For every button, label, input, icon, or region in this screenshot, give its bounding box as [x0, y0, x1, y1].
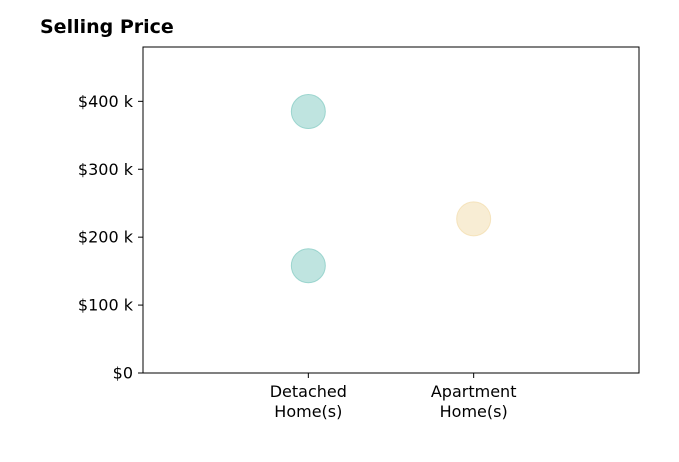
x-tick-label-line: Home(s): [274, 402, 342, 421]
y-tick-label: $300 k: [78, 160, 134, 179]
x-tick-label: Apartment Home(s): [431, 382, 517, 421]
y-tick-label: $200 k: [78, 228, 134, 247]
data-point: [290, 248, 326, 284]
data-point: [290, 94, 326, 130]
y-axis: $0 $100 k $200 k $300 k $400 k: [78, 92, 143, 383]
y-tick-label: $0: [113, 364, 133, 383]
y-tick-label: $100 k: [78, 296, 134, 315]
x-tick-label: Detached Home(s): [270, 382, 347, 421]
y-tick-label: $400 k: [78, 92, 134, 111]
x-tick-label-line: Apartment: [431, 382, 517, 401]
chart-title: Selling Price: [40, 16, 174, 38]
data-points: [290, 94, 492, 284]
x-axis: Detached Home(s)Apartment Home(s): [270, 373, 517, 421]
x-tick-label-line: Home(s): [440, 402, 508, 421]
x-tick-label-line: Detached: [270, 382, 347, 401]
plot-frame: [142, 46, 640, 374]
data-point: [456, 201, 492, 237]
